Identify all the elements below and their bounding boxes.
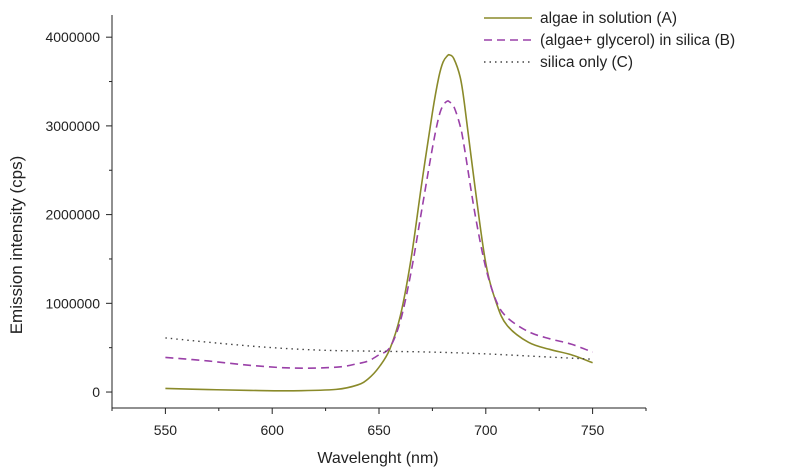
x-tick-label: 700 xyxy=(474,422,498,438)
y-axis-label: Emission intensity (cps) xyxy=(7,156,26,335)
x-axis-label: Wavelenght (nm) xyxy=(317,450,438,467)
legend-label-2: (algae+ glycerol) in silica (B) xyxy=(540,32,735,49)
x-tick-label: 750 xyxy=(581,422,605,438)
y-tick-label: 2000000 xyxy=(45,207,100,223)
legend: algae in solution (A) (algae+ glycerol) i… xyxy=(484,10,735,71)
series-line-3 xyxy=(165,337,593,360)
y-tick-label: 4000000 xyxy=(45,29,100,45)
y-tick-label: 0 xyxy=(92,384,100,400)
series-line-2 xyxy=(165,100,593,369)
x-tick-label: 650 xyxy=(367,422,391,438)
y-tick-label: 3000000 xyxy=(45,118,100,134)
x-tick-label: 600 xyxy=(261,422,285,438)
series-layer xyxy=(165,53,593,392)
x-tick-label: 550 xyxy=(154,422,178,438)
series-line-1 xyxy=(165,53,593,392)
legend-label-1: algae in solution (A) xyxy=(540,10,677,27)
legend-label-3: silica only (C) xyxy=(540,54,633,71)
y-tick-label: 1000000 xyxy=(45,295,100,311)
axes: 550 600 650 700 750 0 1000000 2000000 3000000 400… xyxy=(45,15,647,438)
